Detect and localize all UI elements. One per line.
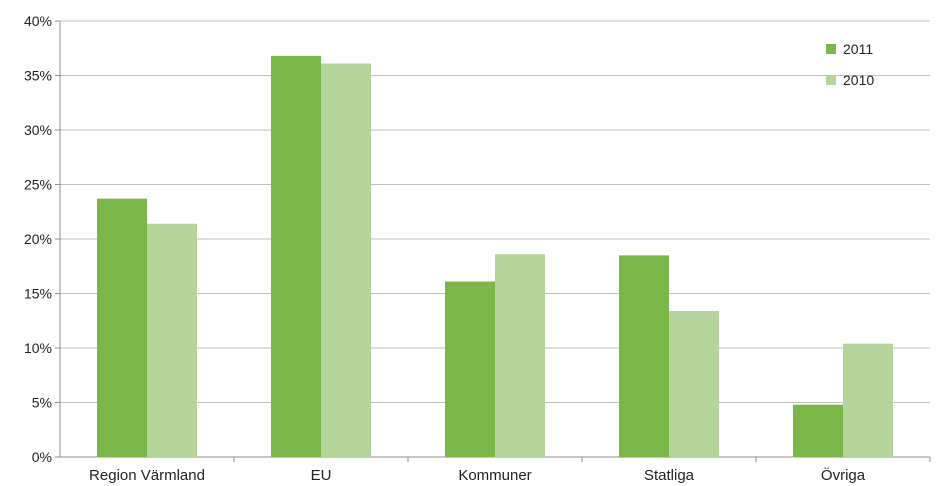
legend-swatch-2011 bbox=[826, 44, 836, 54]
y-tick-label: 30% bbox=[24, 122, 52, 138]
y-tick-label: 15% bbox=[24, 286, 52, 302]
y-tick-label: 10% bbox=[24, 340, 52, 356]
x-category-label: EU bbox=[311, 467, 332, 484]
bar-2011-4 bbox=[793, 404, 843, 457]
labels: 0% 5% 10% 15% 20% 25% 30% 35% 40% Region Värmland… bbox=[24, 13, 866, 484]
y-tick-label: 40% bbox=[24, 13, 52, 29]
x-category-label: Kommuner bbox=[458, 467, 531, 484]
bar-2010-3 bbox=[669, 310, 719, 457]
bar-2010-1 bbox=[321, 63, 371, 457]
legend: 2011 2010 bbox=[826, 41, 874, 88]
legend-label-2010: 2010 bbox=[843, 72, 874, 88]
y-tick-label: 0% bbox=[32, 449, 52, 465]
bar-2010-2 bbox=[495, 254, 545, 457]
x-category-label: Region Värmland bbox=[89, 467, 205, 484]
y-tick-label: 25% bbox=[24, 177, 52, 193]
y-tick-label: 35% bbox=[24, 68, 52, 84]
x-category-label: Statliga bbox=[644, 467, 695, 484]
legend-swatch-2010 bbox=[826, 75, 836, 85]
x-category-label: Övriga bbox=[821, 466, 866, 484]
bar-2011-1 bbox=[271, 55, 321, 457]
y-tick-label: 20% bbox=[24, 231, 52, 247]
bar-2011-0 bbox=[97, 198, 147, 458]
legend-label-2011: 2011 bbox=[843, 41, 873, 57]
bar-2010-4 bbox=[843, 343, 893, 457]
bar-2011-3 bbox=[619, 255, 669, 457]
y-tick-label: 5% bbox=[32, 395, 52, 411]
bar-2011-2 bbox=[445, 281, 495, 457]
bars bbox=[97, 55, 893, 458]
bar-2010-0 bbox=[147, 223, 197, 457]
